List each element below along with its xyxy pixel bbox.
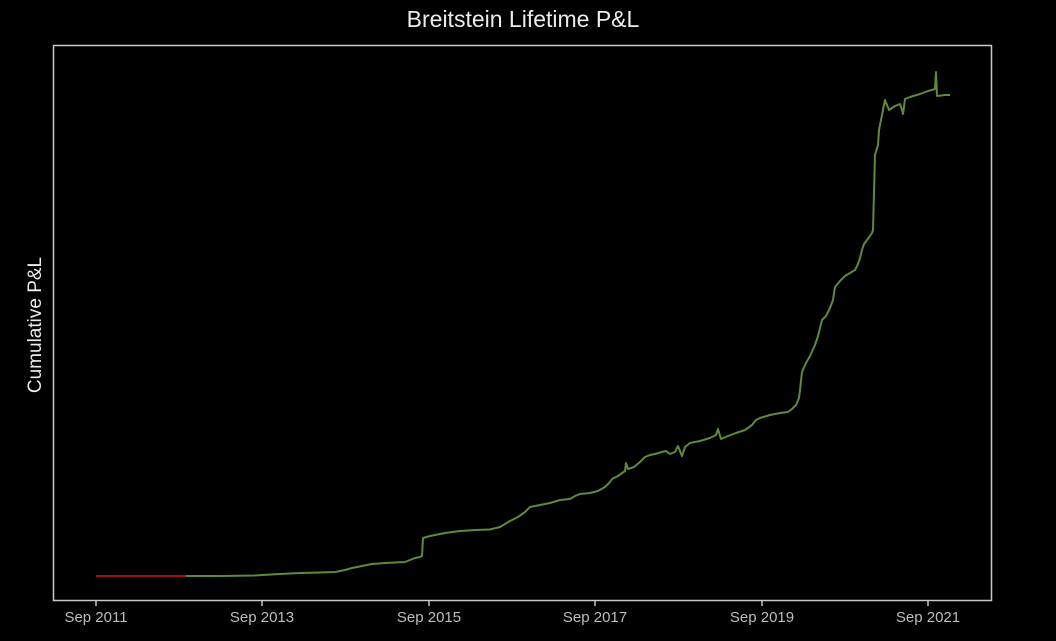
- x-tick-label: Sep 2015: [396, 609, 462, 626]
- x-tick-label: Sep 2013: [229, 609, 295, 626]
- x-tick-label: Sep 2017: [562, 609, 628, 626]
- pnl-line-positive: [186, 71, 950, 577]
- x-tick-label: Sep 2019: [729, 609, 795, 626]
- plot-frame: [52, 44, 993, 602]
- x-axis-ticks: [95, 601, 929, 606]
- chart-title: Breitstein Lifetime P&L: [406, 6, 640, 32]
- x-tick-label: Sep 2011: [64, 609, 128, 626]
- x-tick-label: Sep 2021: [895, 609, 961, 626]
